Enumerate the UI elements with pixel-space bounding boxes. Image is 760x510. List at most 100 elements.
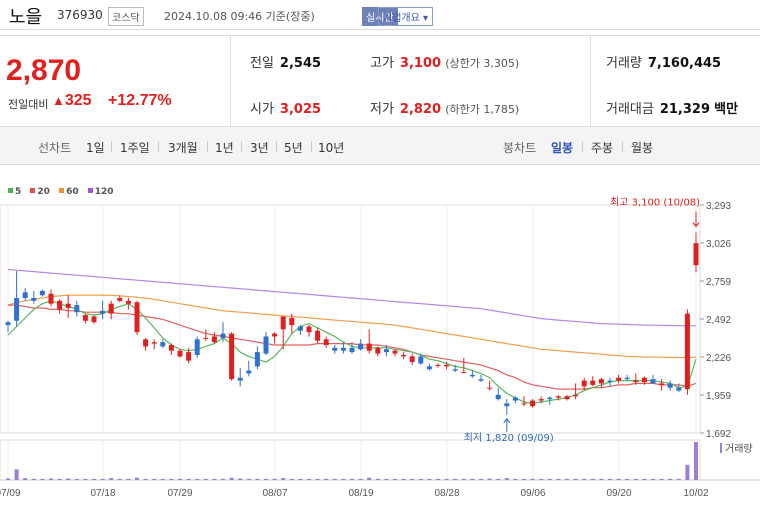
volume-bar <box>504 478 509 480</box>
candle-body <box>521 403 527 405</box>
volume-bar <box>582 478 587 480</box>
candle-body <box>547 397 553 400</box>
candle-body <box>203 337 209 339</box>
volume-bar <box>238 478 243 480</box>
candle-body <box>676 387 682 391</box>
volume-bar <box>255 478 260 480</box>
x-tick-label: 09/20 <box>606 488 631 499</box>
volume-bar <box>410 478 415 480</box>
volume-bar <box>195 478 200 480</box>
volume-bar <box>264 478 268 480</box>
candle-body <box>435 364 441 366</box>
x-tick-label: 08/19 <box>348 488 373 499</box>
volume-bar <box>367 477 372 480</box>
y-tick-label: 1,959 <box>706 391 731 402</box>
volume-bar <box>324 478 329 480</box>
candle-body <box>57 300 63 310</box>
candle-body <box>48 293 54 304</box>
x-tick-label: 07/09 <box>0 488 21 499</box>
volume-bar <box>49 478 53 480</box>
volume-bar <box>126 478 131 480</box>
candle-body <box>538 399 544 401</box>
volume-bar <box>436 478 440 480</box>
volume-bar <box>203 478 208 480</box>
candle-body <box>452 369 458 371</box>
ma60-line <box>7 294 697 359</box>
volume-bar <box>633 478 638 480</box>
volume-bar <box>135 477 139 480</box>
volume-bar <box>341 478 346 480</box>
tab-3m[interactable]: 3개월 <box>168 141 198 155</box>
candle-body <box>39 290 45 296</box>
volume-legend-label: 거래량 <box>725 443 753 455</box>
tab-weekly[interactable]: 주봉 <box>591 141 614 155</box>
candle-body <box>306 326 312 333</box>
candle-body <box>177 350 183 357</box>
stock-code: 376930 <box>57 8 103 22</box>
y-tick-label: 2,492 <box>706 315 731 326</box>
volume-bar <box>117 478 122 480</box>
volume-bar <box>332 478 337 480</box>
candle-body <box>194 339 200 355</box>
chart-frame <box>0 204 701 434</box>
candle-body <box>607 380 613 383</box>
tab-3y[interactable]: 3년 <box>250 141 269 155</box>
tab-monthly[interactable]: 월봉 <box>631 141 654 155</box>
tab-1d[interactable]: 1일 <box>86 141 105 155</box>
candle-body <box>297 326 303 331</box>
candle-body <box>14 297 20 321</box>
candle-body <box>375 347 381 354</box>
volume-bar <box>281 478 286 480</box>
line-chart-label: 선차트 <box>38 141 72 155</box>
candle-body <box>426 366 432 370</box>
volume-bar <box>444 478 449 480</box>
candle-body <box>478 379 484 381</box>
company-overview-button[interactable]: 기업개요 ▾ <box>378 7 433 26</box>
volume-bar <box>427 478 432 480</box>
y-tick-label: 2,226 <box>706 353 731 364</box>
x-tick-label: 08/28 <box>434 488 459 499</box>
legend-ma20: 20 <box>30 187 50 197</box>
candle-body <box>684 313 690 390</box>
market-badge: 코스닥 <box>108 7 144 26</box>
candle-body <box>504 403 510 407</box>
candle-body <box>91 316 97 323</box>
tab-10y[interactable]: 10년 <box>318 141 345 155</box>
x-tick-label: 08/07 <box>262 488 287 499</box>
volume-bar <box>496 478 501 480</box>
open-price: 시가 3,025 <box>250 102 322 117</box>
prev-close: 전일 2,545 <box>250 56 322 71</box>
x-tick-label: 07/18 <box>90 488 115 499</box>
candle-body <box>151 342 157 344</box>
candle-body <box>633 380 639 383</box>
volume-bar <box>23 478 28 480</box>
tab-1y[interactable]: 1년 <box>215 141 234 155</box>
tab-1w[interactable]: 1주일 <box>120 141 150 155</box>
trade-amount: 거래대금 21,329 백만 <box>606 102 739 117</box>
candle-body <box>495 394 501 400</box>
candle-body <box>5 322 11 326</box>
candle-body <box>74 305 80 313</box>
y-tick-label: 1,692 <box>706 429 731 440</box>
candle-body <box>332 347 338 351</box>
prev-diff-label: 전일대비 <box>8 98 49 111</box>
volume-bar <box>651 478 655 480</box>
realtime-button[interactable]: 실시간 <box>362 7 398 26</box>
ma120-line <box>7 268 696 327</box>
tab-5y[interactable]: 5년 <box>284 141 303 155</box>
candle-body <box>315 330 321 341</box>
candle-body <box>246 370 252 374</box>
volume-bar <box>513 478 518 480</box>
tab-daily[interactable]: 일봉 <box>551 141 574 155</box>
candle-body <box>254 352 260 367</box>
volume-bar <box>642 478 647 480</box>
candle-body <box>590 380 596 385</box>
candle-body <box>220 333 226 338</box>
volume-bar <box>83 478 88 480</box>
candle-body <box>186 352 192 361</box>
volume-bar <box>221 478 225 480</box>
volume-bar <box>66 478 71 480</box>
candle-body <box>263 336 269 354</box>
candle-body <box>564 396 570 400</box>
